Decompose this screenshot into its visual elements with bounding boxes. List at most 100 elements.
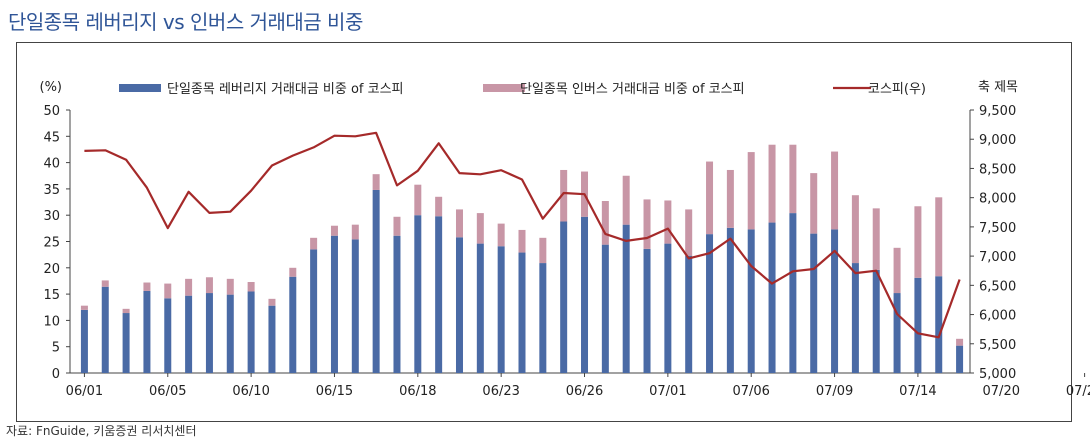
inverse-bar — [914, 206, 922, 278]
inverse-bar — [560, 169, 568, 222]
leverage-bar — [393, 235, 401, 373]
inverse-bar — [539, 237, 547, 264]
leverage-bar — [226, 294, 234, 373]
inverse-bar — [664, 200, 672, 244]
leverage-bar — [289, 276, 297, 373]
inverse-bar — [205, 277, 213, 294]
leverage-bar — [789, 213, 797, 373]
inverse-bar — [330, 225, 338, 236]
legend-label: 코스피(우) — [868, 82, 926, 97]
chart-frame — [16, 42, 1072, 422]
leverage-bar — [476, 243, 484, 373]
leverage-bar — [455, 237, 463, 373]
inverse-bar — [789, 144, 797, 214]
inverse-bar — [956, 338, 964, 346]
leverage-bar — [310, 249, 318, 373]
inverse-bar — [810, 173, 818, 234]
y-tick-label: 30 — [43, 209, 60, 224]
inverse-bar — [122, 308, 130, 314]
leverage-bar — [414, 215, 422, 373]
leverage-bar — [747, 229, 755, 373]
inverse-bar — [143, 282, 151, 291]
leverage-bar — [956, 345, 964, 373]
inverse-bar — [185, 278, 193, 296]
legend-label: 단일종목 인버스 거래대금 비중 of 코스피 — [520, 82, 745, 97]
inverse-bar — [101, 280, 109, 287]
inverse-bar — [831, 151, 839, 230]
leverage-bar — [122, 313, 130, 373]
leverage-bar — [539, 263, 547, 373]
bars-layer — [80, 144, 964, 373]
leverage-bar — [810, 233, 818, 373]
inverse-bar — [685, 209, 693, 256]
inverse-bar — [80, 305, 88, 310]
inverse-bar — [455, 209, 463, 238]
inverse-bar — [518, 229, 526, 253]
y2-tick-label: 6,000 — [979, 309, 1016, 324]
inverse-bar — [351, 224, 359, 240]
inverse-bar — [310, 237, 318, 250]
leverage-bar — [622, 224, 630, 373]
leverage-bar — [330, 235, 338, 373]
leverage-bar — [164, 298, 172, 373]
inverse-bar — [706, 161, 714, 235]
x-tick-label: 07/23 — [1066, 384, 1090, 399]
inverse-bar — [435, 196, 443, 217]
legend-swatch — [483, 84, 525, 92]
inverse-bar — [497, 223, 505, 247]
leverage-bar — [205, 293, 213, 373]
y2-tick-label: 9,500 — [979, 104, 1016, 119]
leverage-bar — [143, 290, 151, 373]
right-axis-title: 축 제목 — [978, 80, 1018, 95]
legend-swatch — [119, 84, 161, 92]
page-title: 단일종목 레버리지 vs 인버스 거래대금 비중 — [8, 10, 363, 34]
x-tick-label: 06/23 — [482, 384, 519, 399]
inverse-bar — [164, 283, 172, 299]
x-tick-label: 06/15 — [316, 384, 353, 399]
leverage-bar — [831, 229, 839, 373]
inverse-bar — [893, 247, 901, 294]
inverse-bar — [726, 169, 734, 228]
inverse-bar — [476, 213, 484, 244]
leverage-bar — [872, 269, 880, 373]
leverage-bar — [351, 239, 359, 373]
y2-tick-label: 6,500 — [979, 279, 1016, 294]
inverse-bar — [268, 298, 276, 306]
leverage-bar — [851, 263, 859, 373]
leverage-bar — [581, 216, 589, 373]
y2-tick-label: 7,500 — [979, 221, 1016, 236]
y2-tick-label: 8,500 — [979, 162, 1016, 177]
legend-layer: 단일종목 레버리지 거래대금 비중 of 코스피 단일종목 인버스 거래대금 비중… — [119, 82, 926, 97]
y-tick-label: 35 — [43, 183, 60, 198]
inverse-bar — [226, 278, 234, 295]
inverse-bar — [247, 282, 255, 292]
y-tick-label: 20 — [43, 262, 60, 277]
inverse-bar — [372, 174, 380, 190]
source-note: 자료: FnGuide, 키움증권 리서치센터 — [6, 424, 197, 438]
y2-tick-label: 7,000 — [979, 250, 1016, 265]
inverse-bar — [622, 175, 630, 225]
inverse-bar — [872, 208, 880, 270]
line-layer — [84, 131, 961, 339]
left-axis-unit: (%) — [40, 80, 63, 95]
axes-layer: 0 5 10 15 20 25 30 35 40 45 50 5,000 5,500 6,000 6,500… — [43, 104, 1090, 399]
leverage-bar — [893, 293, 901, 373]
leverage-bar — [518, 252, 526, 373]
leverage-bar — [768, 222, 776, 373]
y-tick-label: 45 — [43, 130, 60, 145]
leverage-bar — [268, 305, 276, 373]
y-tick-label: 0 — [52, 367, 60, 382]
leverage-bar — [372, 189, 380, 373]
inverse-bar — [747, 152, 755, 230]
y2-tick-label: 9,000 — [979, 133, 1016, 148]
leverage-bar — [914, 277, 922, 373]
y-tick-label: 40 — [43, 157, 60, 172]
leverage-bar — [726, 227, 734, 373]
leverage-bar — [101, 286, 109, 373]
legend-label: 단일종목 레버리지 거래대금 비중 of 코스피 — [167, 82, 404, 97]
x-tick-label: 07/01 — [649, 384, 686, 399]
inverse-bar — [289, 267, 297, 277]
y-tick-label: 15 — [43, 288, 60, 303]
leverage-bar — [247, 291, 255, 373]
